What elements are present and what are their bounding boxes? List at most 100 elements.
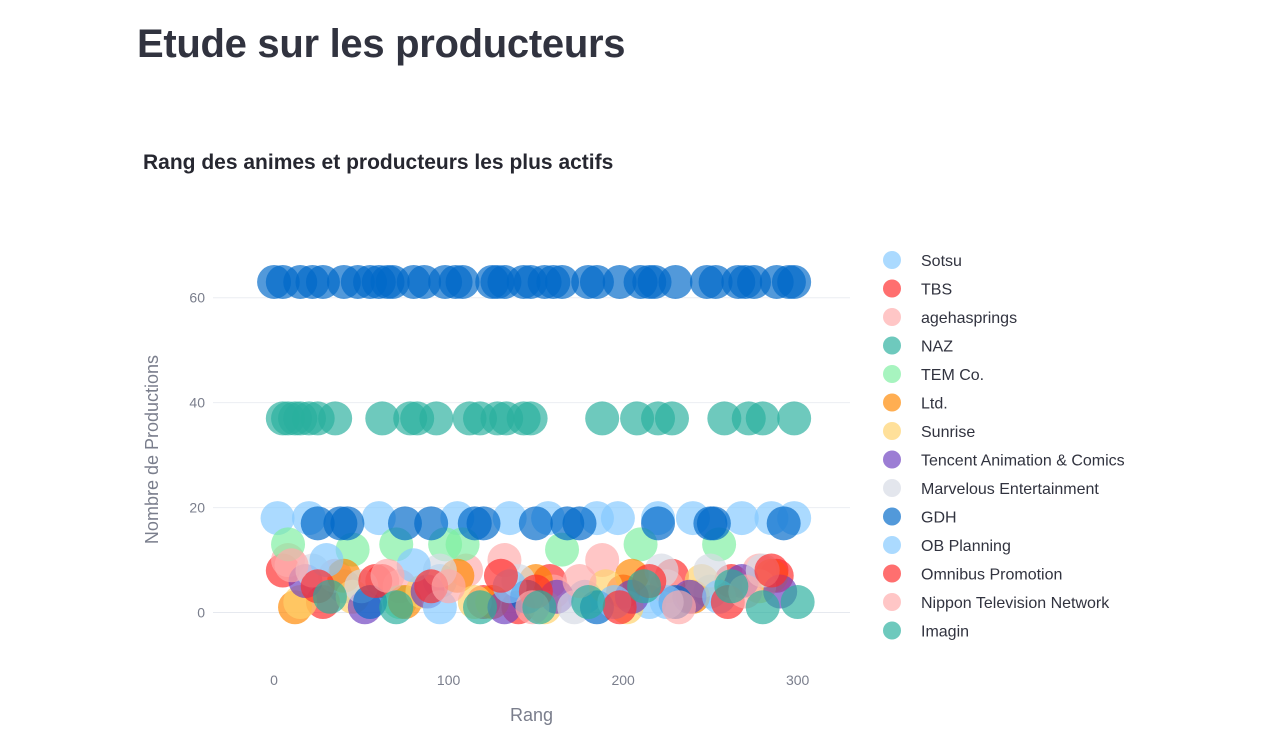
legend-marker [883, 507, 901, 526]
data-point[interactable] [309, 543, 344, 578]
legend-item[interactable]: NAZ [883, 336, 953, 356]
data-point[interactable] [335, 532, 370, 567]
legend-marker [883, 365, 901, 383]
data-point[interactable] [463, 590, 498, 625]
legend-label: TEM Co. [921, 367, 984, 384]
data-point[interactable] [780, 585, 815, 620]
y-tick-label: 60 [189, 290, 205, 306]
data-point[interactable] [754, 553, 789, 588]
data-point[interactable] [312, 579, 347, 614]
y-tick-label: 40 [189, 395, 205, 411]
legend-label: Nippon Television Network [921, 595, 1110, 612]
legend-label: Omnibus Promotion [921, 567, 1062, 584]
legend-label: NAZ [921, 339, 953, 356]
data-point[interactable] [492, 501, 527, 536]
data-point[interactable] [318, 401, 353, 436]
legend-item[interactable]: Sunrise [883, 422, 975, 441]
axis-ticks: 0 20 40 60 0 100 200 300 [189, 290, 809, 688]
data-point[interactable] [658, 264, 693, 299]
data-point[interactable] [661, 590, 696, 625]
legend[interactable]: Sotsu TBS agehasprings NAZ TEM Co. Ltd. Sunris… [883, 251, 1125, 641]
legend-item[interactable]: Marvelous Entertainment [883, 479, 1099, 498]
data-point[interactable] [766, 506, 801, 541]
legend-item[interactable]: Tencent Animation & Comics [883, 450, 1125, 470]
data-point[interactable] [707, 401, 742, 436]
data-point[interactable] [585, 401, 620, 436]
data-point[interactable] [522, 590, 557, 625]
legend-label: Marvelous Entertainment [921, 481, 1099, 498]
x-tick-label: 200 [611, 672, 635, 688]
data-point[interactable] [545, 532, 580, 567]
legend-label: Imagin [921, 624, 969, 641]
data-point[interactable] [274, 548, 309, 583]
legend-item[interactable]: Ltd. [883, 393, 948, 413]
legend-label: GDH [921, 510, 957, 527]
series-13 [312, 569, 815, 625]
data-point[interactable] [466, 506, 501, 541]
data-point[interactable] [641, 506, 676, 541]
data-point[interactable] [745, 590, 780, 625]
data-point[interactable] [365, 401, 400, 436]
data-point[interactable] [518, 506, 553, 541]
y-axis-title: Nombre de Productions [142, 355, 162, 544]
data-point[interactable] [419, 401, 454, 436]
data-point[interactable] [777, 264, 812, 299]
data-point[interactable] [387, 506, 422, 541]
data-point[interactable] [571, 585, 606, 620]
data-points [257, 264, 815, 625]
legend-item[interactable]: agehasprings [883, 308, 1017, 327]
data-point[interactable] [745, 401, 780, 436]
legend-marker [883, 450, 901, 469]
data-point[interactable] [654, 401, 689, 436]
data-point[interactable] [483, 558, 518, 593]
data-point[interactable] [445, 264, 480, 299]
legend-marker [883, 279, 901, 298]
chart-title: Rang des animes et producteurs les plus … [143, 151, 614, 174]
legend-item[interactable]: OB Planning [883, 536, 1011, 555]
y-tick-label: 20 [189, 500, 205, 516]
data-point[interactable] [724, 501, 759, 536]
data-point[interactable] [361, 501, 396, 536]
data-point[interactable] [777, 401, 812, 436]
legend-marker [883, 251, 901, 269]
legend-label: Tencent Animation & Comics [921, 453, 1125, 470]
data-point[interactable] [260, 501, 295, 536]
legend-marker [883, 564, 901, 583]
legend-label: OB Planning [921, 538, 1011, 555]
data-point[interactable] [513, 401, 548, 436]
legend-marker [883, 422, 901, 440]
x-tick-label: 0 [270, 672, 278, 688]
x-axis-title: Rang [510, 705, 553, 725]
y-tick-label: 0 [197, 605, 205, 621]
data-point[interactable] [696, 506, 731, 541]
data-point[interactable] [431, 569, 466, 604]
data-point[interactable] [414, 506, 449, 541]
legend-item[interactable]: Nippon Television Network [883, 593, 1110, 612]
data-point[interactable] [602, 590, 637, 625]
data-point[interactable] [545, 264, 580, 299]
data-point[interactable] [585, 543, 620, 578]
legend-marker [883, 479, 901, 497]
x-tick-label: 300 [786, 672, 810, 688]
data-point[interactable] [627, 569, 662, 604]
legend-item[interactable]: Imagin [883, 621, 969, 641]
legend-label: Sunrise [921, 424, 975, 441]
data-point[interactable] [600, 501, 635, 536]
data-point[interactable] [379, 590, 414, 625]
legend-marker [883, 308, 901, 326]
legend-label: Ltd. [921, 396, 948, 413]
legend-item[interactable]: GDH [883, 507, 957, 527]
legend-label: TBS [921, 282, 952, 299]
legend-marker [883, 336, 901, 355]
legend-label: Sotsu [921, 253, 962, 270]
data-point[interactable] [370, 558, 405, 593]
legend-marker [883, 621, 901, 640]
legend-item[interactable]: Sotsu [883, 251, 962, 270]
legend-item[interactable]: TBS [883, 279, 952, 299]
data-point[interactable] [714, 569, 749, 604]
data-point[interactable] [562, 506, 597, 541]
legend-item[interactable]: TEM Co. [883, 365, 984, 384]
legend-item[interactable]: Omnibus Promotion [883, 564, 1062, 584]
data-point[interactable] [330, 506, 365, 541]
